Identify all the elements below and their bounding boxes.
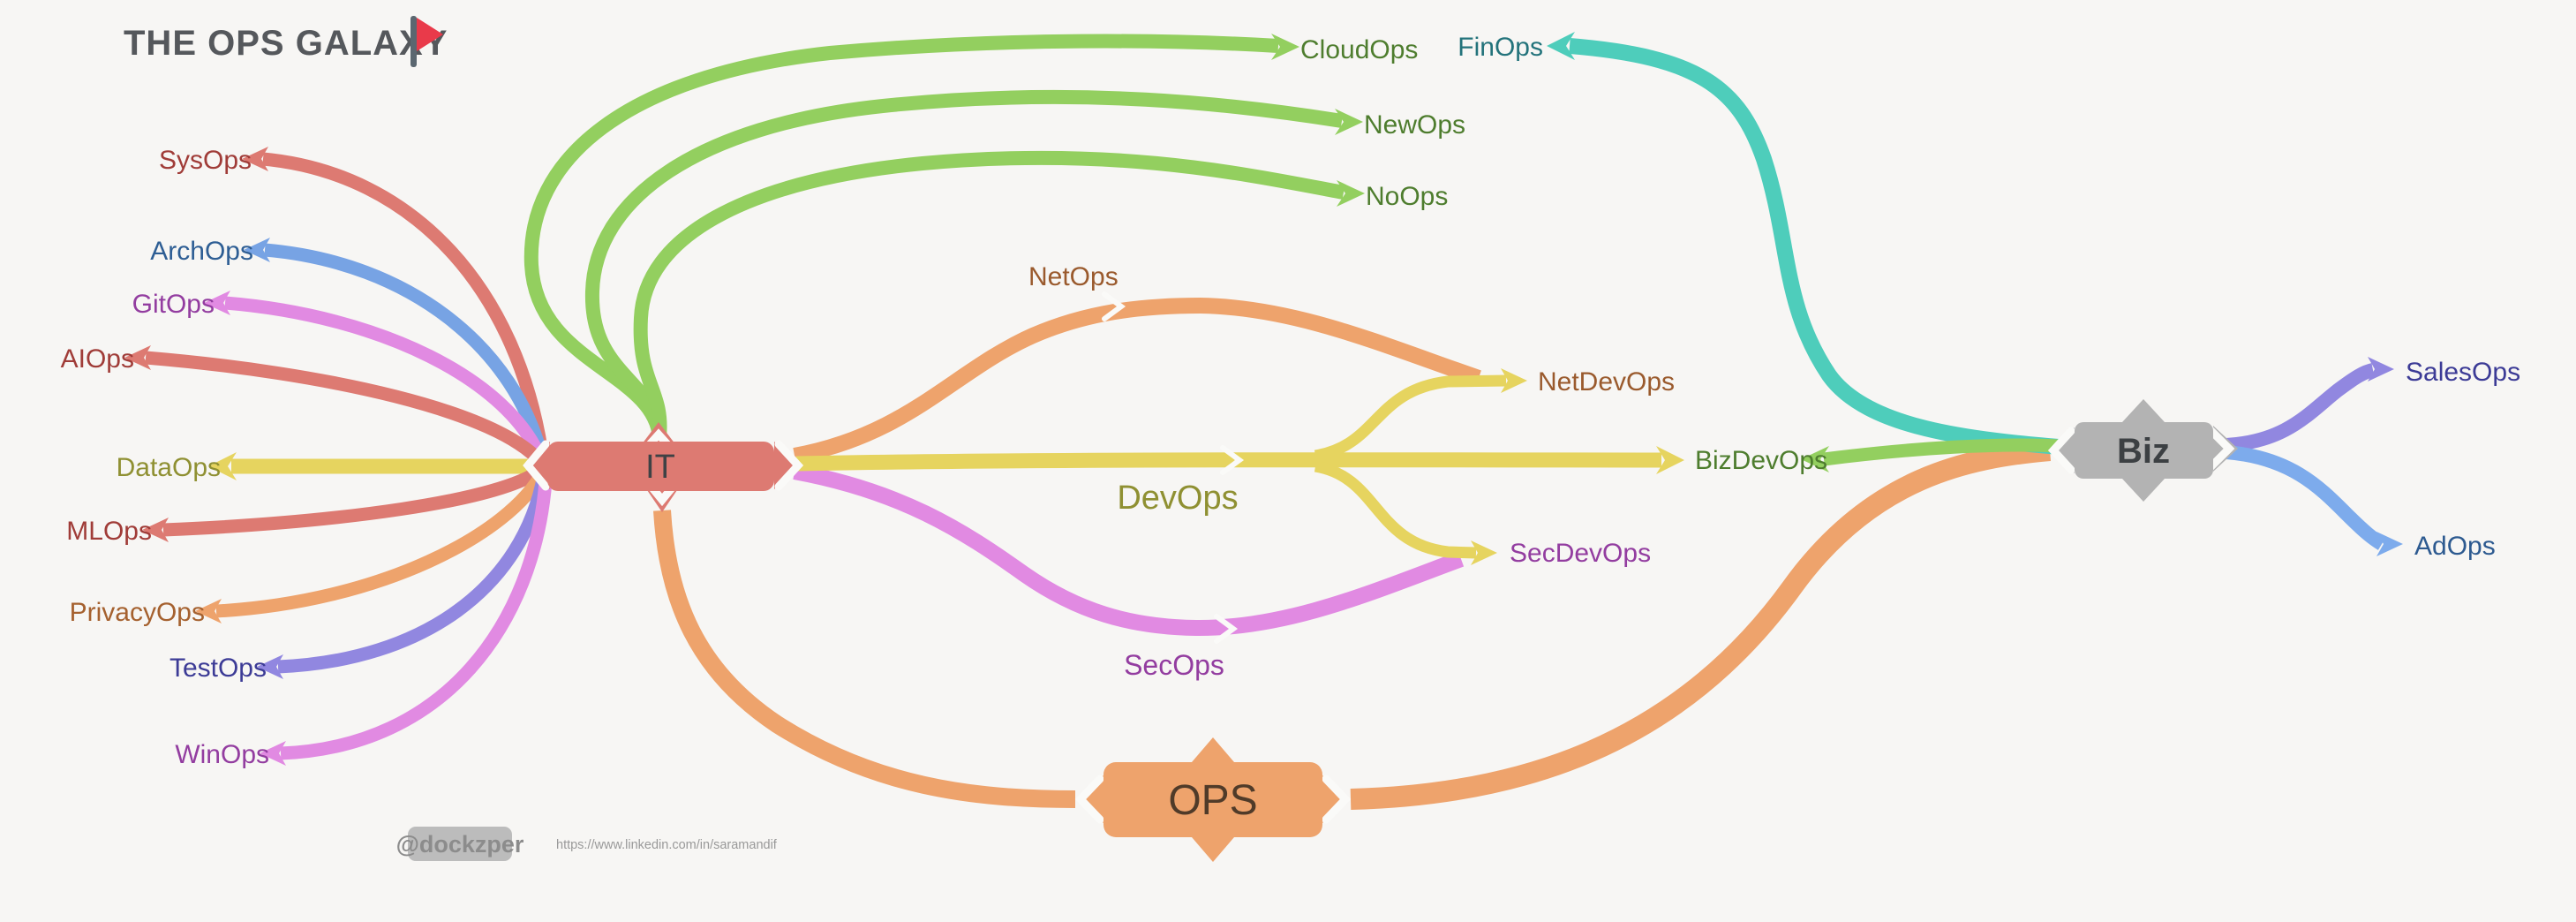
arrow-tips-left [124,32,1829,766]
testops-label: TestOps [169,654,267,683]
bizdevops-label: BizDevOps [1695,446,1827,475]
finops-arrow [1547,32,1575,60]
handle-badge-text: @dockzper [396,831,524,858]
biz-bizdevops-line [1823,438,2074,466]
finops-label: FinOps [1457,33,1543,62]
dataops-arrow [208,452,237,480]
adops-label: AdOps [2414,532,2496,561]
cloudops-label: CloudOps [1300,35,1418,64]
sysops-arrow [242,147,268,171]
secdevops-label: SecDevOps [1510,539,1651,568]
archops-label: ArchOps [150,237,253,266]
cloudops-arrow [1271,34,1299,60]
ops-left-notch [1074,775,1104,824]
arrow-tips-right [1271,34,2403,565]
page-title: THE OPS GALAXY [124,24,448,63]
privacyops-arrow [195,599,222,623]
biz-node-box [2075,422,2213,479]
handle-badge [408,827,512,861]
newops-line [584,89,1344,438]
dataops-label: DataOps [117,453,221,482]
finops-line [1569,38,2071,456]
red-flag-icon [411,16,443,67]
newops-arrow [1335,109,1363,135]
mlops-line [162,463,546,537]
it-right-notch [774,440,804,491]
aiops-arrow [124,345,151,370]
it-left-notch [523,440,550,491]
aiops-line [145,351,547,468]
devops-main-line [795,452,1662,472]
salesops-line [2226,363,2375,452]
newops-label: NewOps [1364,110,1465,140]
netops-flow-chevron [1102,291,1126,321]
winops-label: WinOps [175,740,269,769]
noops-label: NoOps [1366,182,1448,211]
bizdevops-arrow [1656,446,1684,474]
noops-line [633,150,1345,438]
secops-flow-chevron [1214,614,1239,644]
adops-line [2226,445,2386,550]
it-node-box [547,442,774,491]
netops-line [793,297,1481,464]
noops-arrow [1337,180,1365,207]
testops-line [277,473,551,674]
biz-left-notch [2047,427,2075,474]
node-notches [523,425,2235,824]
devops-label: DevOps [1117,480,1238,517]
netdevops-branch-line [1314,374,1507,462]
salesops-arrow [2368,357,2394,382]
footer-group: @dockzper https://www.linkedin.com/in/sa… [396,827,778,861]
secdevops-branch-line [1314,460,1477,559]
bizdevops-green-arrow [1801,446,1829,472]
secdevops-arrow [1471,540,1497,565]
adops-arrow [2376,532,2403,556]
gitops-label: GitOps [132,290,215,319]
it-left-spike [524,442,550,489]
ops-node-label: OPS [1168,777,1257,824]
archops-arrow [244,238,270,262]
ops-right-notch [1322,775,1352,824]
testops-arrow [257,654,283,679]
it-right-spike [774,442,800,489]
sysops-label: SysOps [159,146,252,175]
flag-pole [411,16,417,67]
flow-chevrons [1102,291,1245,644]
devops-flow-chevron [1220,445,1245,475]
archops-line [264,243,550,463]
netdevops-arrow [1501,368,1527,393]
biz-right-notch [2205,425,2235,472]
aiops-label: AIOps [61,344,134,374]
secops-label: SecOps [1124,649,1224,681]
gitops-line [224,296,548,465]
it-node-label: IT [645,449,675,486]
mlops-arrow [142,518,169,542]
winops-line [280,480,553,760]
privacyops-label: PrivacyOps [70,598,205,627]
cloudops-line [523,34,1279,439]
ops-node-box [1103,762,1322,837]
netdevops-label: NetDevOps [1538,367,1675,397]
linkedin-url: https://www.linkedin.com/in/saramandif [556,838,778,852]
ops-biz-line [1350,440,2052,810]
netops-label: NetOps [1028,262,1119,291]
flag-pennant [417,18,443,51]
winops-arrow [260,741,286,766]
mlops-label: MLOps [66,517,152,546]
gitops-arrow [204,291,230,315]
it-ops-line [653,510,1076,808]
biz-node-label: Biz [2117,432,2170,471]
privacyops-line [215,468,549,618]
title-group: THE OPS GALAXY [124,16,448,67]
salesops-label: SalesOps [2406,358,2520,387]
branch-labels: SysOps ArchOps GitOps AIOps DataOps MLOp… [61,33,2520,769]
sysops-line [262,152,550,461]
secops-line [793,464,1465,637]
